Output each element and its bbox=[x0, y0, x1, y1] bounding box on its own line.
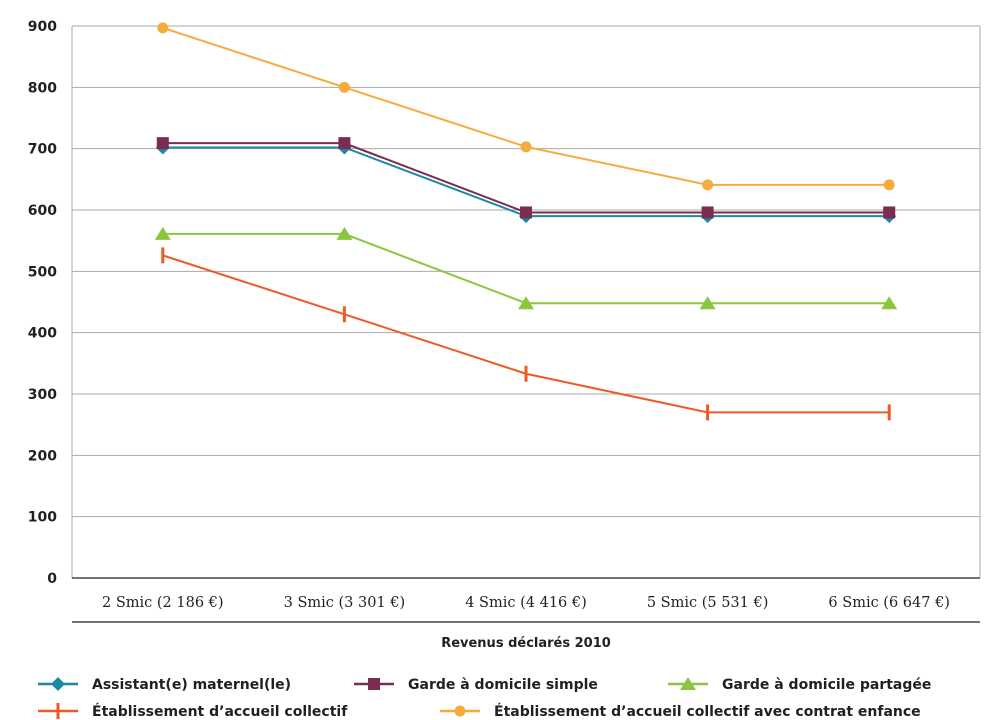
x-axis-label: Revenus déclarés 2010 bbox=[441, 636, 611, 651]
legend-label: Établissement d’accueil collectif bbox=[92, 703, 348, 720]
series-line bbox=[162, 254, 890, 414]
legend-label: Établissement d’accueil collectif avec c… bbox=[494, 703, 921, 720]
series-3 bbox=[161, 247, 891, 421]
x-tick-label: 5 Smic (5 531 €) bbox=[647, 595, 769, 611]
series-line bbox=[162, 142, 890, 214]
y-tick-label: 100 bbox=[28, 510, 57, 526]
data-point bbox=[702, 179, 714, 191]
data-point bbox=[338, 81, 350, 93]
legend-item: Assistant(e) maternel(le) bbox=[38, 677, 291, 693]
y-tick-label: 900 bbox=[28, 19, 57, 35]
legend-marker bbox=[454, 705, 466, 717]
data-point bbox=[156, 137, 169, 150]
legend-item: Établissement d’accueil collectif avec c… bbox=[440, 703, 921, 720]
legend-marker bbox=[368, 678, 380, 690]
legend-label: Assistant(e) maternel(le) bbox=[92, 677, 291, 693]
legend: Assistant(e) maternel(le) Garde à domicil… bbox=[38, 677, 931, 720]
legend-item: Établissement d’accueil collectif bbox=[38, 703, 348, 720]
legend-label: Garde à domicile partagée bbox=[722, 677, 931, 693]
y-tick-label: 300 bbox=[28, 387, 57, 403]
y-tick-label: 500 bbox=[28, 264, 57, 280]
y-tick-label: 200 bbox=[28, 448, 57, 464]
y-tick-label: 800 bbox=[28, 80, 57, 96]
y-tick-label: 400 bbox=[28, 326, 57, 342]
data-point bbox=[336, 226, 353, 240]
series-4 bbox=[157, 22, 895, 191]
series-2 bbox=[154, 226, 898, 310]
legend-label: Garde à domicile simple bbox=[408, 677, 598, 693]
data-point bbox=[699, 296, 716, 310]
series-line bbox=[162, 26, 890, 186]
series-1 bbox=[156, 137, 896, 219]
y-axis-ticks: 0 100 200 300 400 500 600 700 800 900 bbox=[28, 19, 57, 587]
data-point bbox=[338, 137, 351, 150]
data-point bbox=[883, 179, 895, 191]
data-point bbox=[883, 206, 896, 219]
data-point bbox=[520, 141, 532, 153]
data-point bbox=[881, 296, 898, 310]
x-tick-label: 2 Smic (2 186 €) bbox=[102, 595, 224, 611]
series-line bbox=[162, 232, 890, 305]
series-lines bbox=[154, 22, 898, 421]
x-axis-ticks: 2 Smic (2 186 €) 3 Smic (3 301 €) 4 Smic (… bbox=[102, 595, 950, 611]
data-point bbox=[701, 206, 714, 219]
x-tick-label: 4 Smic (4 416 €) bbox=[465, 595, 587, 611]
x-tick-label: 3 Smic (3 301 €) bbox=[284, 595, 406, 611]
x-tick-label: 6 Smic (6 647 €) bbox=[828, 595, 950, 611]
legend-marker bbox=[51, 677, 65, 691]
data-point bbox=[520, 206, 532, 219]
data-point bbox=[518, 296, 534, 310]
data-point bbox=[154, 226, 171, 240]
y-tick-label: 600 bbox=[28, 203, 57, 219]
legend-item: Garde à domicile simple bbox=[354, 677, 598, 693]
legend-item: Garde à domicile partagée bbox=[668, 677, 931, 693]
y-tick-label: 0 bbox=[47, 571, 57, 587]
series-line bbox=[162, 146, 890, 218]
legend-marker bbox=[680, 677, 696, 690]
y-tick-label: 700 bbox=[28, 142, 57, 158]
data-point bbox=[157, 22, 169, 34]
grid-lines bbox=[71, 25, 981, 579]
